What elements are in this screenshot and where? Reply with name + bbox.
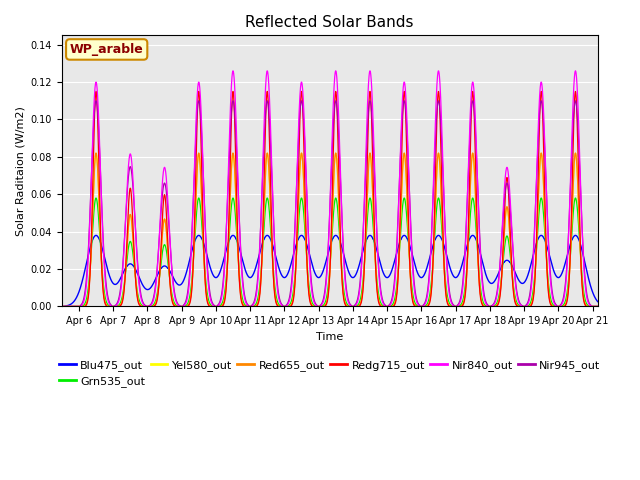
Yel580_out [458,303,466,309]
Text: WP_arable: WP_arable [70,43,143,56]
Nir840_out [263,70,271,76]
Nir945_out [406,214,414,220]
Nir945_out [458,288,466,294]
Blu475_out [298,232,305,238]
Redg715_out [594,303,602,309]
Nir840_out [458,293,466,299]
Nir945_out [156,238,163,244]
Grn535_out [594,303,602,309]
Grn535_out [58,303,66,309]
Legend: Blu475_out, Grn535_out, Yel580_out, Red655_out, Redg715_out, Nir840_out, Nir945_: Blu475_out, Grn535_out, Yel580_out, Red6… [54,355,605,392]
Nir840_out [406,218,414,224]
Blu475_out [262,233,270,239]
Blu475_out [458,263,466,269]
Redg715_out [298,88,305,94]
Grn535_out [298,195,305,201]
Red655_out [58,303,66,309]
Line: Blu475_out: Blu475_out [62,235,598,306]
Blu475_out [594,299,602,304]
X-axis label: Time: Time [316,332,344,342]
Red655_out [499,261,506,266]
Grn535_out [458,300,466,306]
Blu475_out [156,268,163,274]
Redg715_out [406,275,414,281]
Redg715_out [58,303,66,309]
Yel580_out [298,150,305,156]
Grn535_out [406,269,414,275]
Yel580_out [262,154,270,159]
Line: Red655_out: Red655_out [62,153,598,306]
Nir945_out [262,100,270,106]
Blu475_out [499,262,506,267]
Nir840_out [156,237,163,242]
Yel580_out [156,278,163,284]
Yel580_out [594,303,602,309]
Red655_out [458,303,466,309]
Grn535_out [262,197,270,203]
Line: Nir945_out: Nir945_out [62,101,598,306]
Yel580_out [380,303,387,309]
Red655_out [262,154,270,159]
Blu475_out [58,303,66,309]
Redg715_out [262,94,270,100]
Grn535_out [156,277,163,283]
Nir945_out [594,303,602,309]
Grn535_out [499,264,506,270]
Nir840_out [499,219,506,225]
Title: Reflected Solar Bands: Reflected Solar Bands [246,15,414,30]
Nir945_out [380,299,387,305]
Redg715_out [156,279,163,285]
Line: Yel580_out: Yel580_out [62,153,598,306]
Nir840_out [58,303,66,309]
Blu475_out [380,270,387,276]
Nir840_out [594,303,602,309]
Line: Nir840_out: Nir840_out [62,71,598,306]
Red655_out [594,303,602,309]
Blu475_out [406,245,414,251]
Grn535_out [380,303,387,309]
Red655_out [406,274,414,279]
Red655_out [298,150,305,156]
Redg715_out [458,303,466,309]
Nir840_out [380,301,387,307]
Nir945_out [298,98,305,104]
Nir840_out [229,68,237,74]
Redg715_out [380,303,387,309]
Nir945_out [499,223,506,229]
Redg715_out [499,258,506,264]
Yel580_out [499,261,506,266]
Red655_out [156,278,163,284]
Line: Redg715_out: Redg715_out [62,91,598,306]
Yel580_out [406,274,414,279]
Red655_out [380,303,387,309]
Yel580_out [58,303,66,309]
Line: Grn535_out: Grn535_out [62,198,598,306]
Nir945_out [58,303,66,309]
Y-axis label: Solar Raditaion (W/m2): Solar Raditaion (W/m2) [15,106,25,236]
